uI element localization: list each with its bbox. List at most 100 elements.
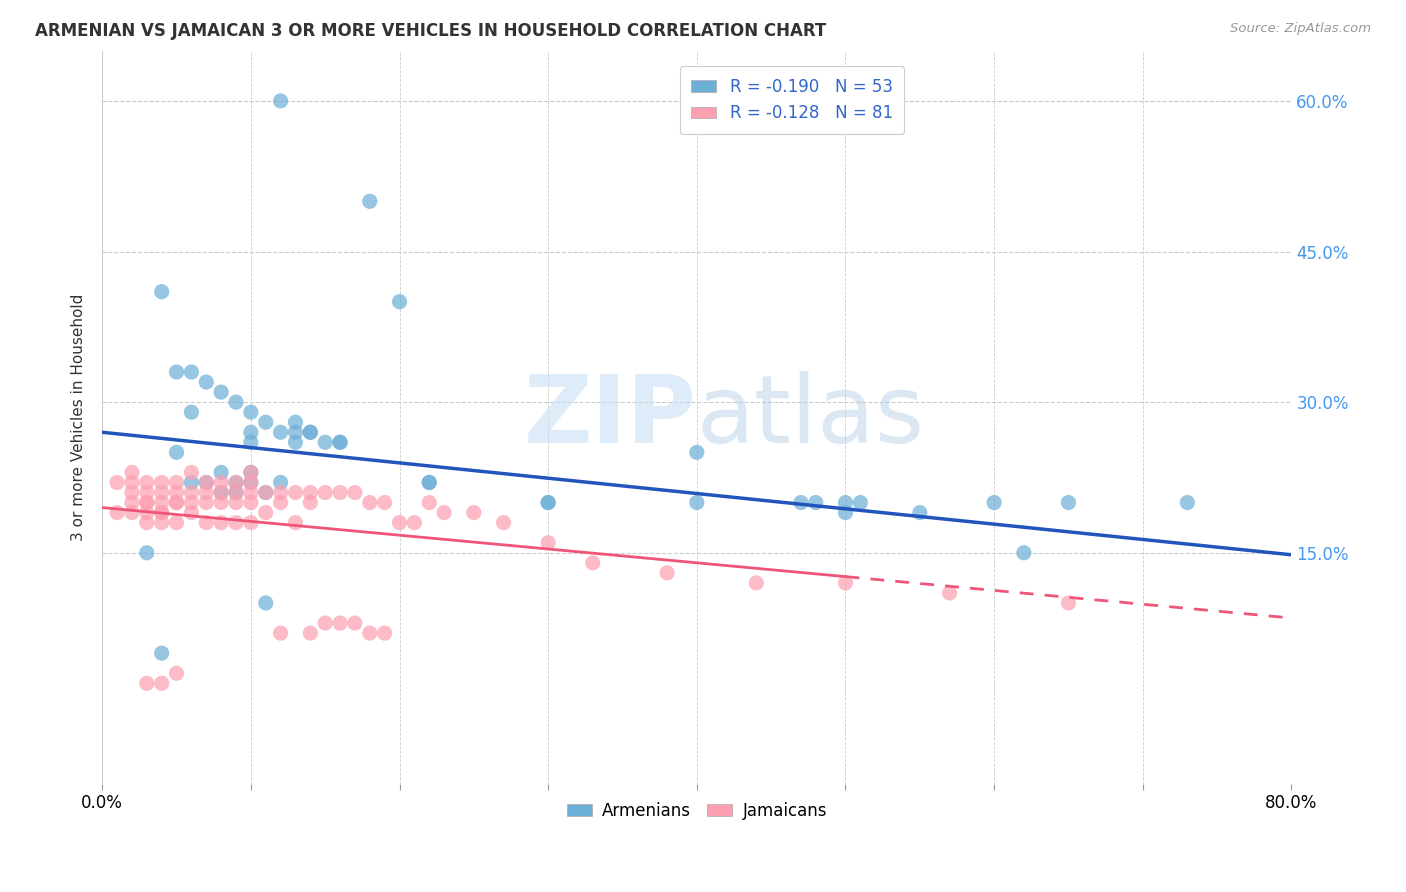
- Point: [209, 485, 232, 500]
- Point: [329, 435, 352, 450]
- Point: [433, 506, 456, 520]
- Point: [195, 495, 218, 509]
- Point: [314, 616, 336, 631]
- Point: [209, 495, 232, 509]
- Point: [418, 475, 440, 490]
- Point: [121, 466, 143, 480]
- Point: [209, 516, 232, 530]
- Point: [1012, 546, 1035, 560]
- Point: [209, 485, 232, 500]
- Point: [254, 415, 277, 429]
- Point: [388, 294, 411, 309]
- Point: [195, 485, 218, 500]
- Point: [239, 466, 262, 480]
- Point: [135, 495, 157, 509]
- Point: [745, 575, 768, 590]
- Text: ZIP: ZIP: [524, 371, 697, 463]
- Point: [492, 516, 515, 530]
- Point: [150, 485, 173, 500]
- Point: [343, 616, 366, 631]
- Y-axis label: 3 or more Vehicles in Household: 3 or more Vehicles in Household: [72, 293, 86, 541]
- Point: [105, 475, 128, 490]
- Point: [908, 506, 931, 520]
- Point: [195, 475, 218, 490]
- Point: [359, 626, 381, 640]
- Point: [284, 425, 307, 440]
- Text: Source: ZipAtlas.com: Source: ZipAtlas.com: [1230, 22, 1371, 36]
- Point: [180, 506, 202, 520]
- Point: [537, 495, 560, 509]
- Point: [195, 475, 218, 490]
- Point: [329, 485, 352, 500]
- Point: [404, 516, 426, 530]
- Point: [239, 405, 262, 419]
- Point: [166, 445, 188, 459]
- Point: [270, 94, 292, 108]
- Point: [166, 365, 188, 379]
- Point: [849, 495, 872, 509]
- Point: [225, 485, 247, 500]
- Point: [150, 506, 173, 520]
- Point: [195, 516, 218, 530]
- Legend: Armenians, Jamaicans: Armenians, Jamaicans: [560, 796, 834, 827]
- Point: [655, 566, 678, 580]
- Point: [299, 495, 322, 509]
- Point: [150, 646, 173, 660]
- Point: [314, 435, 336, 450]
- Point: [254, 506, 277, 520]
- Point: [284, 516, 307, 530]
- Point: [284, 485, 307, 500]
- Point: [209, 385, 232, 400]
- Point: [135, 495, 157, 509]
- Point: [359, 495, 381, 509]
- Point: [270, 475, 292, 490]
- Point: [270, 485, 292, 500]
- Point: [239, 495, 262, 509]
- Point: [1057, 596, 1080, 610]
- Point: [239, 435, 262, 450]
- Point: [209, 466, 232, 480]
- Point: [135, 676, 157, 690]
- Point: [686, 445, 709, 459]
- Point: [270, 495, 292, 509]
- Point: [329, 616, 352, 631]
- Point: [121, 485, 143, 500]
- Point: [180, 495, 202, 509]
- Point: [150, 475, 173, 490]
- Point: [166, 475, 188, 490]
- Point: [180, 405, 202, 419]
- Point: [329, 435, 352, 450]
- Point: [225, 475, 247, 490]
- Point: [225, 395, 247, 409]
- Point: [299, 485, 322, 500]
- Point: [225, 485, 247, 500]
- Point: [254, 485, 277, 500]
- Point: [166, 485, 188, 500]
- Point: [270, 425, 292, 440]
- Point: [537, 495, 560, 509]
- Point: [135, 475, 157, 490]
- Point: [343, 485, 366, 500]
- Point: [834, 506, 856, 520]
- Text: atlas: atlas: [697, 371, 925, 463]
- Point: [418, 495, 440, 509]
- Point: [790, 495, 813, 509]
- Text: ARMENIAN VS JAMAICAN 3 OR MORE VEHICLES IN HOUSEHOLD CORRELATION CHART: ARMENIAN VS JAMAICAN 3 OR MORE VEHICLES …: [35, 22, 827, 40]
- Point: [180, 466, 202, 480]
- Point: [374, 495, 396, 509]
- Point: [938, 586, 960, 600]
- Point: [195, 375, 218, 389]
- Point: [254, 485, 277, 500]
- Point: [686, 495, 709, 509]
- Point: [299, 425, 322, 440]
- Point: [1057, 495, 1080, 509]
- Point: [121, 506, 143, 520]
- Point: [180, 365, 202, 379]
- Point: [359, 194, 381, 209]
- Point: [299, 626, 322, 640]
- Point: [135, 516, 157, 530]
- Point: [166, 495, 188, 509]
- Point: [121, 475, 143, 490]
- Point: [1177, 495, 1199, 509]
- Point: [299, 425, 322, 440]
